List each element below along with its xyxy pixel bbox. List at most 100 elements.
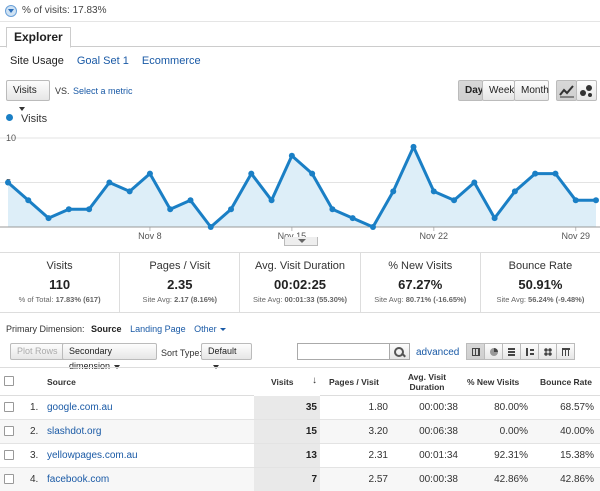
column-header-visits[interactable]: Visits (271, 377, 294, 387)
scorecard-new-visits: % New Visits 67.27% Site Avg: 80.71% (-1… (361, 253, 481, 312)
primary-dimension-label: Primary Dimension: (6, 324, 85, 334)
chevron-down-icon (19, 107, 25, 112)
scorecard-value: 110 (49, 277, 71, 292)
x-tick-label: Nov 29 (561, 231, 590, 240)
visits-data-point (491, 215, 498, 222)
row-source-link[interactable]: slashdot.org (47, 426, 102, 437)
term-cloud-icon (544, 348, 552, 356)
select-metric-link[interactable]: Select a metric (73, 86, 133, 96)
row-pages-per-visit: 1.80 (368, 402, 388, 413)
select-all-checkbox[interactable] (4, 376, 14, 386)
vs-label: VS. (55, 86, 70, 96)
explorer-subtabs: Site Usage Goal Set 1 Ecommerce (10, 55, 211, 67)
subtab-site-usage[interactable]: Site Usage (10, 55, 64, 67)
sort-type-label: Sort Type: (161, 348, 202, 358)
view-pie-button[interactable] (484, 343, 503, 360)
table-row: 1. google.com.au 35 1.80 00:00:38 80.00%… (0, 396, 600, 420)
subtab-goal-set-1[interactable]: Goal Set 1 (76, 55, 129, 67)
row-number: 1. (30, 402, 39, 413)
row-checkbox[interactable] (4, 402, 14, 412)
visits-data-point (369, 224, 376, 230)
search-icon[interactable] (390, 343, 410, 360)
table-row: 3. yellowpages.com.au 13 2.31 00:01:34 9… (0, 444, 600, 468)
metric-dropdown-label: Visits (13, 85, 37, 96)
table-search-input[interactable] (297, 343, 390, 360)
secondary-dimension-dropdown[interactable]: Secondary dimension (62, 343, 157, 371)
row-bounce-rate: 42.86% (560, 474, 594, 485)
line-chart-button[interactable] (556, 80, 577, 101)
column-header-source[interactable]: Source (47, 377, 76, 387)
legend-dot-icon (6, 114, 13, 121)
view-pivot-button[interactable] (556, 343, 575, 360)
column-header-bounce-rate[interactable]: Bounce Rate (540, 377, 592, 387)
dimension-other-label: Other (194, 324, 217, 334)
segment-label: % of visits: 17.83% (22, 5, 107, 16)
legend-label: Visits (21, 113, 48, 125)
view-comparison-button[interactable] (520, 343, 539, 360)
table-grid-icon (472, 348, 480, 356)
y-tick-label: 10 (6, 133, 16, 143)
scorecard-bounce-rate: Bounce Rate 50.91% Site Avg: 56.24% (-9.… (481, 253, 600, 312)
scorecard-value: 2.35 (167, 277, 193, 292)
scorecard-label: Bounce Rate (508, 260, 573, 272)
subtab-ecommerce[interactable]: Ecommerce (141, 55, 201, 67)
dimension-source[interactable]: Source (91, 324, 122, 334)
scorecard-sub-value: 00:01:33 (55.30%) (284, 295, 348, 304)
collapse-chart-handle[interactable] (284, 237, 318, 246)
scorecard-sub: Site Avg: 2.17 (8.16%) (120, 295, 239, 304)
view-table-button[interactable] (466, 343, 485, 360)
granularity-week-button[interactable]: Week (482, 80, 515, 101)
visits-data-point (248, 170, 255, 177)
x-tick-label: Nov 15 (278, 231, 307, 240)
motion-chart-button[interactable] (576, 80, 597, 101)
row-new-visits: 42.86% (494, 474, 528, 485)
scorecard-label: Pages / Visit (149, 260, 211, 272)
row-bounce-rate: 68.57% (560, 402, 594, 413)
dimension-other[interactable]: Other (194, 324, 226, 334)
granularity-day-button[interactable]: Day (458, 80, 483, 101)
scorecard-sub-value: 56.24% (-9.48%) (528, 295, 585, 304)
visits-data-point (390, 188, 397, 195)
row-visits: 15 (305, 426, 317, 437)
visits-data-point (45, 215, 52, 222)
column-header-new-visits[interactable]: % New Visits (467, 377, 520, 387)
row-source-link[interactable]: google.com.au (47, 402, 113, 413)
visits-data-point (430, 188, 437, 195)
metric-dropdown[interactable]: Visits (6, 80, 50, 112)
row-new-visits: 92.31% (494, 450, 528, 461)
visits-area (8, 146, 596, 227)
advanced-filter-link[interactable]: advanced (416, 347, 460, 358)
row-number: 3. (30, 450, 39, 461)
row-source-link[interactable]: facebook.com (47, 474, 110, 485)
granularity-month-button[interactable]: Month (514, 80, 549, 101)
x-tick-label: Nov 22 (420, 231, 449, 240)
row-visits: 13 (305, 450, 317, 461)
row-checkbox[interactable] (4, 426, 14, 436)
row-checkbox[interactable] (4, 450, 14, 460)
sort-type-dropdown[interactable]: Default (201, 343, 252, 369)
tab-explorer[interactable]: Explorer (6, 27, 71, 48)
visits-data-point (552, 170, 559, 177)
view-term-cloud-button[interactable] (538, 343, 557, 360)
sort-type-value: Default (208, 346, 237, 356)
row-pages-per-visit: 3.20 (368, 426, 388, 437)
view-performance-button[interactable] (502, 343, 521, 360)
visits-data-point (187, 197, 194, 204)
row-checkbox[interactable] (4, 474, 14, 484)
segment-pie-icon[interactable] (5, 5, 17, 17)
column-header-pages-per-visit[interactable]: Pages / Visit (329, 377, 379, 387)
row-visits: 7 (311, 474, 317, 485)
visits-data-point (410, 143, 417, 150)
sort-arrow-down-icon: ↓ (312, 375, 317, 386)
visits-data-point (329, 206, 336, 213)
visits-data-point (207, 224, 214, 230)
row-source-link[interactable]: yellowpages.com.au (47, 450, 138, 461)
column-header-avg-visit-duration[interactable]: Avg. Visit Duration (407, 372, 447, 392)
segment-bar: % of visits: 17.83% (0, 0, 600, 22)
dimension-landing-page[interactable]: Landing Page (130, 324, 186, 334)
plot-rows-button[interactable]: Plot Rows (10, 343, 65, 360)
scorecards: Visits 110 % of Total: 17.83% (617) Page… (0, 252, 600, 313)
visits-data-point (86, 206, 93, 213)
row-number: 2. (30, 426, 39, 437)
row-avg-duration: 00:00:38 (419, 402, 458, 413)
